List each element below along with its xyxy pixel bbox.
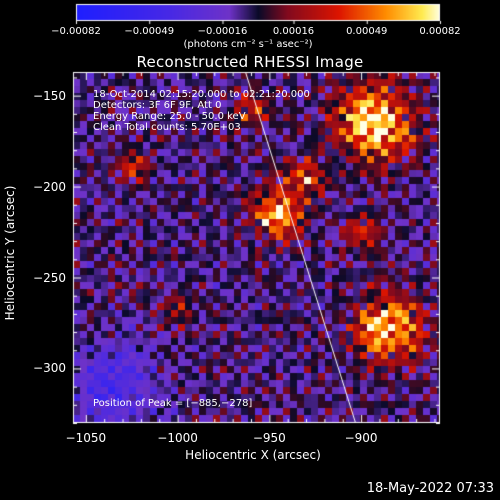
colorbar-tick-label: 0.00049 (346, 26, 388, 37)
y-axis-label: Heliocentric Y (arcsec) (3, 185, 17, 321)
x-axis-tick-label: −1000 (157, 431, 198, 445)
colorbar-tick-label: 0.00016 (272, 26, 315, 37)
annotation-clean-counts: Clean Total counts: 5.70E+03 (93, 122, 241, 133)
x-axis-label: Heliocentric X (arcsec) (185, 448, 321, 462)
annotation-energy-range: Energy Range: 25.0 - 50.0 keV (93, 111, 246, 122)
annotation-peak-position: Position of Peak = [−885,−278] (93, 398, 253, 409)
x-axis-tick-label: −1050 (65, 431, 107, 445)
annotation-detectors: Detectors: 3F 6F 9F, Att 0 (93, 100, 222, 111)
colorbar-tick-label: −0.00049 (124, 26, 175, 37)
colorbar-tick-label: −0.00016 (197, 26, 248, 37)
y-axis-tick-label: −300 (33, 361, 66, 376)
y-axis-tick-label: −200 (33, 179, 66, 194)
annotation-time-range: 18-Oct-2014 02:15:20.000 to 02:21:20.000 (93, 89, 310, 100)
x-axis-tick-label: −950 (252, 431, 286, 445)
footer-timestamp: 18-May-2022 07:33 (366, 481, 494, 496)
y-axis-tick-label: −150 (33, 88, 66, 103)
x-axis-tick-label: −900 (344, 431, 378, 445)
y-axis-tick-label: −250 (33, 270, 66, 285)
colorbar-tick-label: −0.00082 (51, 26, 101, 37)
colorbar-unit-label: (photons cm⁻² s⁻¹ asec⁻²) (183, 39, 313, 50)
chart-title: Reconstructed RHESSI Image (136, 53, 364, 71)
colorbar-tick-label: 0.00082 (419, 26, 461, 37)
